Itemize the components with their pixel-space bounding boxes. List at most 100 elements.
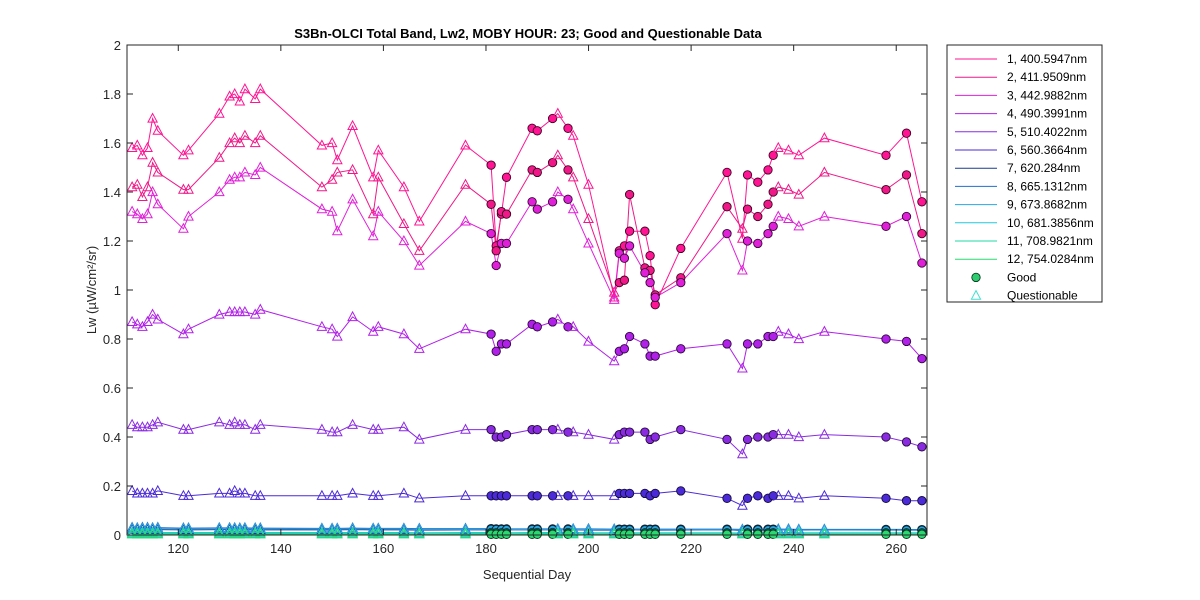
point-questionable: [136, 190, 148, 201]
point-questionable: [772, 528, 784, 539]
point-questionable: [552, 107, 564, 118]
point-questionable: [316, 528, 328, 539]
point-good: [722, 434, 732, 445]
y-tick-label: 0.2: [103, 479, 121, 494]
legend-label-4: 4, 490.3991nm: [1007, 107, 1087, 121]
point-good: [650, 351, 660, 361]
point-questionable: [552, 528, 564, 539]
point-good: [676, 529, 686, 539]
point-questionable: [772, 210, 784, 221]
point-questionable: [183, 210, 194, 221]
point-good: [722, 529, 732, 539]
point-questionable: [229, 522, 241, 533]
point-questionable: [772, 489, 784, 500]
point-questionable: [239, 83, 251, 94]
point-questionable: [249, 136, 261, 148]
point-questionable: [142, 181, 153, 192]
point-questionable: [142, 208, 153, 219]
point-good: [763, 228, 773, 239]
point-good: [486, 199, 496, 209]
point-good: [563, 322, 573, 332]
point-questionable: [126, 205, 138, 216]
point-good: [547, 157, 558, 168]
point-questionable: [183, 144, 194, 155]
plot-area: [127, 45, 927, 535]
y-tick-label: 1.6: [103, 136, 121, 151]
point-questionable: [567, 528, 579, 539]
point-questionable: [372, 528, 384, 539]
point-good: [501, 529, 512, 539]
point-questionable: [316, 139, 328, 150]
point-questionable: [131, 208, 143, 219]
point-good: [917, 496, 927, 506]
point-good: [742, 204, 753, 214]
point-questionable: [583, 237, 594, 248]
point-questionable: [818, 166, 830, 177]
point-questionable: [583, 212, 594, 223]
point-questionable: [783, 523, 794, 534]
point-good: [753, 491, 763, 501]
point-questionable: [234, 171, 246, 182]
point-good: [486, 228, 496, 239]
point-questionable: [331, 166, 343, 177]
point-questionable: [326, 323, 338, 334]
point-questionable: [783, 183, 794, 194]
point-good: [532, 322, 542, 332]
point-questionable: [347, 163, 359, 174]
point-good: [742, 170, 753, 180]
point-good: [901, 529, 912, 539]
point-good: [768, 221, 778, 231]
point-questionable: [608, 291, 620, 302]
point-questionable: [239, 418, 251, 429]
point-questionable: [818, 325, 830, 336]
point-good: [645, 277, 655, 288]
point-questionable: [326, 523, 338, 534]
point-questionable: [183, 522, 194, 533]
point-questionable: [213, 522, 225, 533]
point-questionable: [793, 188, 805, 199]
point-questionable: [567, 489, 579, 500]
point-good: [563, 123, 573, 133]
point-good: [563, 194, 573, 204]
point-questionable: [136, 320, 148, 331]
point-questionable: [460, 178, 471, 189]
point-questionable: [183, 489, 194, 500]
point-questionable: [316, 181, 328, 192]
point-good: [768, 429, 778, 440]
point-questionable: [460, 423, 471, 434]
point-questionable: [213, 151, 225, 162]
point-good: [563, 529, 573, 539]
point-good: [901, 211, 912, 222]
point-questionable: [460, 528, 471, 539]
y-tick-label: 2: [114, 38, 121, 53]
point-good: [753, 211, 763, 222]
point-questionable: [183, 528, 194, 539]
point-questionable: [213, 107, 225, 118]
point-questionable: [224, 173, 236, 184]
point-good: [624, 427, 635, 437]
point-good: [722, 339, 732, 349]
point-good: [624, 226, 635, 236]
point-questionable: [213, 185, 225, 197]
legend-label-2: 2, 411.9509nm: [1007, 70, 1086, 84]
point-questionable: [347, 522, 359, 533]
point-questionable: [398, 528, 410, 539]
point-good: [532, 491, 542, 501]
point-questionable: [147, 418, 159, 429]
legend-label-10: 10, 681.3856nm: [1007, 216, 1094, 230]
point-questionable: [147, 185, 159, 197]
point-questionable: [142, 315, 153, 326]
point-questionable: [772, 141, 784, 152]
point-questionable: [460, 215, 471, 226]
point-questionable: [583, 335, 594, 346]
point-questionable: [413, 215, 425, 226]
point-good: [722, 228, 732, 239]
point-questionable: [736, 448, 748, 459]
x-tick-label: 260: [885, 541, 907, 556]
point-questionable: [239, 129, 251, 140]
point-questionable: [608, 433, 620, 444]
point-good: [624, 529, 635, 539]
point-questionable: [608, 286, 620, 297]
point-questionable: [326, 426, 338, 437]
point-questionable: [783, 489, 794, 500]
